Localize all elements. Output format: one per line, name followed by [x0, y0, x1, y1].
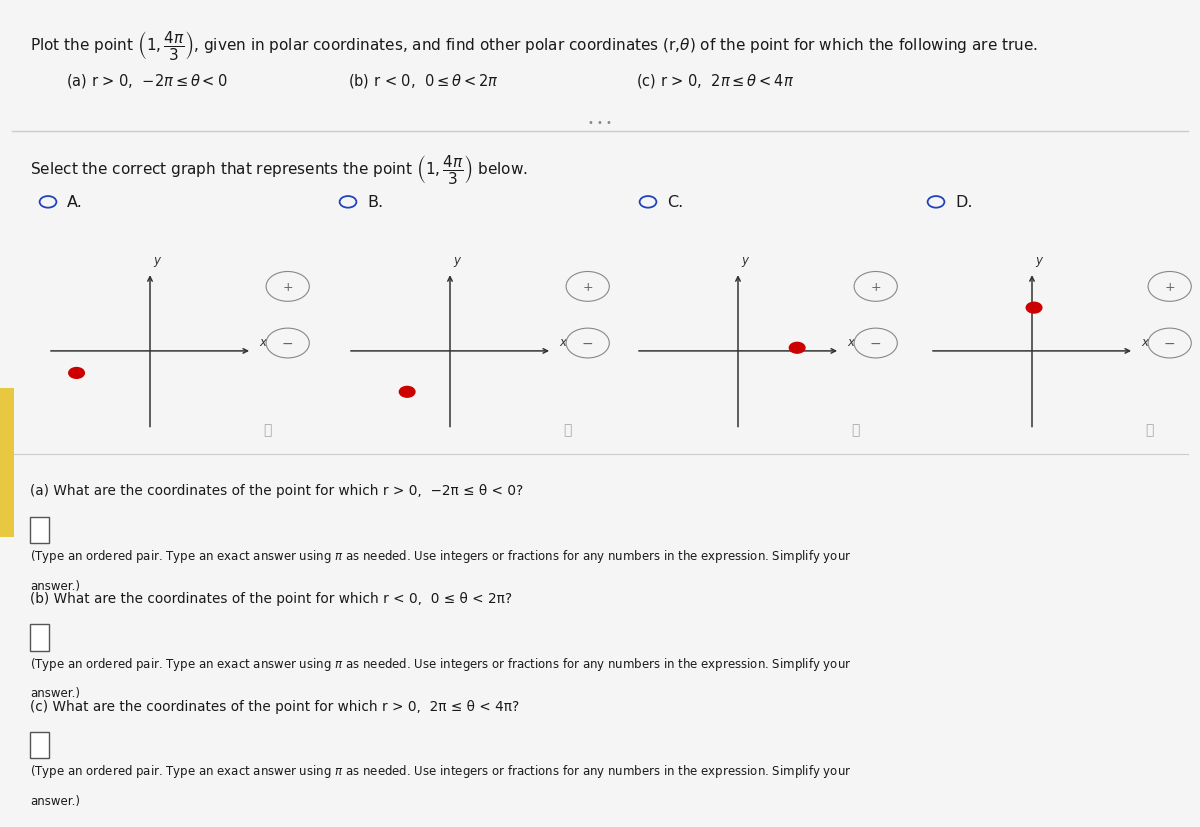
- Text: (b) r < 0,  $0 \leq \theta < 2\pi$: (b) r < 0, $0 \leq \theta < 2\pi$: [348, 72, 499, 90]
- Text: −: −: [582, 337, 594, 351]
- Text: +: +: [870, 280, 881, 294]
- Text: x: x: [559, 336, 566, 349]
- Text: y: y: [454, 253, 461, 266]
- Text: x: x: [259, 336, 266, 349]
- Text: +: +: [582, 280, 593, 294]
- Text: ⬜: ⬜: [263, 423, 271, 437]
- Circle shape: [790, 343, 805, 354]
- Text: y: y: [154, 253, 161, 266]
- Text: Select the correct graph that represents the point $\left(1,\dfrac{4\pi}{3}\righ: Select the correct graph that represents…: [30, 153, 528, 186]
- Text: ⬜: ⬜: [851, 423, 859, 437]
- FancyBboxPatch shape: [30, 732, 49, 758]
- Text: −: −: [870, 337, 882, 351]
- Text: (Type an ordered pair. Type an exact answer using $\pi$ as needed. Use integers : (Type an ordered pair. Type an exact ans…: [30, 762, 852, 780]
- Text: D.: D.: [955, 195, 973, 210]
- Text: (Type an ordered pair. Type an exact answer using $\pi$ as needed. Use integers : (Type an ordered pair. Type an exact ans…: [30, 655, 852, 672]
- Text: −: −: [282, 337, 294, 351]
- Text: Plot the point $\left(1,\dfrac{4\pi}{3}\right)$, given in polar coordinates, and: Plot the point $\left(1,\dfrac{4\pi}{3}\…: [30, 29, 1038, 62]
- FancyBboxPatch shape: [30, 517, 49, 543]
- Text: y: y: [1036, 253, 1043, 266]
- Text: answer.): answer.): [30, 794, 80, 807]
- Circle shape: [68, 368, 84, 379]
- Text: B.: B.: [367, 195, 383, 210]
- Text: (Type an ordered pair. Type an exact answer using $\pi$ as needed. Use integers : (Type an ordered pair. Type an exact ans…: [30, 547, 852, 565]
- Circle shape: [400, 387, 415, 398]
- Text: C.: C.: [667, 195, 684, 210]
- Text: (a) r > 0,  $-2\pi \leq \theta < 0$: (a) r > 0, $-2\pi \leq \theta < 0$: [66, 72, 228, 90]
- Text: +: +: [1164, 280, 1175, 294]
- Text: A.: A.: [67, 195, 83, 210]
- FancyBboxPatch shape: [30, 624, 49, 651]
- Text: x: x: [847, 336, 854, 349]
- Text: (c) What are the coordinates of the point for which r > 0,  2π ≤ θ < 4π?: (c) What are the coordinates of the poin…: [30, 699, 520, 713]
- Text: ⬜: ⬜: [1145, 423, 1153, 437]
- Text: (b) What are the coordinates of the point for which r < 0,  0 ≤ θ < 2π?: (b) What are the coordinates of the poin…: [30, 591, 512, 605]
- Text: x: x: [1141, 336, 1148, 349]
- Text: −: −: [1164, 337, 1176, 351]
- Text: • • •: • • •: [588, 118, 612, 128]
- Text: y: y: [742, 253, 749, 266]
- Text: answer.): answer.): [30, 579, 80, 592]
- Text: (c) r > 0,  $2\pi \leq \theta < 4\pi$: (c) r > 0, $2\pi \leq \theta < 4\pi$: [636, 72, 794, 90]
- Text: answer.): answer.): [30, 686, 80, 700]
- Text: +: +: [282, 280, 293, 294]
- Circle shape: [1026, 303, 1042, 313]
- Text: (a) What are the coordinates of the point for which r > 0,  −2π ≤ θ < 0?: (a) What are the coordinates of the poin…: [30, 484, 523, 498]
- Text: ⬜: ⬜: [563, 423, 571, 437]
- Bar: [0, 389, 14, 538]
